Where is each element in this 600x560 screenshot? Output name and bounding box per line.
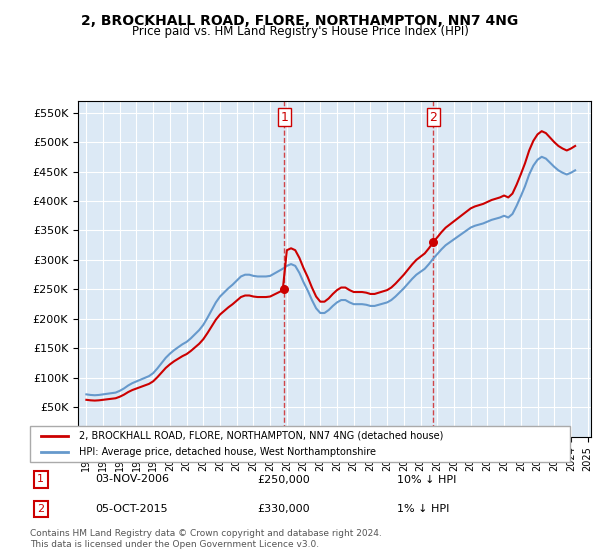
Text: 03-NOV-2006: 03-NOV-2006 xyxy=(95,474,169,484)
Text: £250,000: £250,000 xyxy=(257,474,310,484)
Text: 1: 1 xyxy=(37,474,44,484)
Text: 2: 2 xyxy=(430,111,437,124)
Text: 05-OCT-2015: 05-OCT-2015 xyxy=(95,504,167,514)
Text: £330,000: £330,000 xyxy=(257,504,310,514)
Text: Contains HM Land Registry data © Crown copyright and database right 2024.
This d: Contains HM Land Registry data © Crown c… xyxy=(30,529,382,549)
Point xyxy=(280,285,289,294)
Text: HPI: Average price, detached house, West Northamptonshire: HPI: Average price, detached house, West… xyxy=(79,447,376,457)
Text: Price paid vs. HM Land Registry's House Price Index (HPI): Price paid vs. HM Land Registry's House … xyxy=(131,25,469,38)
Text: 2, BROCKHALL ROAD, FLORE, NORTHAMPTON, NN7 4NG (detached house): 2, BROCKHALL ROAD, FLORE, NORTHAMPTON, N… xyxy=(79,431,443,441)
Text: 1% ↓ HPI: 1% ↓ HPI xyxy=(397,504,449,514)
Text: 1: 1 xyxy=(280,111,288,124)
Text: 10% ↓ HPI: 10% ↓ HPI xyxy=(397,474,457,484)
Point xyxy=(428,238,438,247)
Text: 2, BROCKHALL ROAD, FLORE, NORTHAMPTON, NN7 4NG: 2, BROCKHALL ROAD, FLORE, NORTHAMPTON, N… xyxy=(82,14,518,28)
FancyBboxPatch shape xyxy=(30,426,570,462)
Text: 2: 2 xyxy=(37,504,44,514)
